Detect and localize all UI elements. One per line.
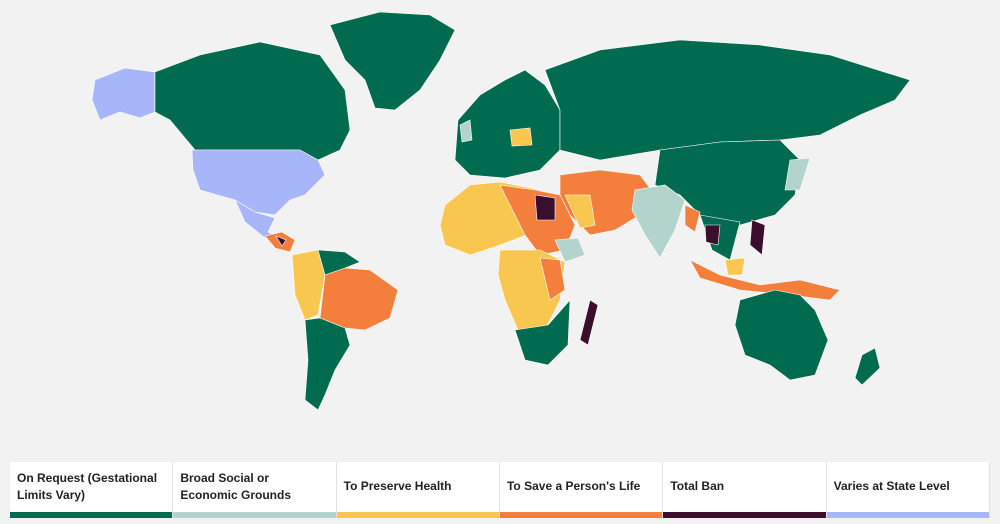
legend-label: Total Ban — [670, 479, 725, 493]
region — [317, 249, 361, 276]
region — [684, 204, 701, 233]
world-map — [91, 11, 911, 411]
region — [329, 11, 456, 111]
legend-label: To Save a Person's Life — [506, 479, 641, 493]
region — [564, 194, 596, 229]
legend-swatch — [663, 512, 826, 518]
legend-label: Broad Social or Economic Grounds — [180, 471, 292, 502]
legend-item: Varies at State Level — [826, 462, 990, 518]
region — [579, 299, 599, 346]
legend-item: To Preserve Health — [336, 462, 500, 518]
region — [554, 237, 586, 263]
region — [689, 259, 841, 301]
region — [509, 127, 533, 147]
region — [724, 257, 746, 276]
legend-swatch — [10, 512, 173, 518]
legend-label: On Request (Gestational Limits Vary) — [17, 471, 158, 502]
region — [91, 67, 156, 121]
legend-swatch — [499, 512, 663, 518]
legend-item: On Request (Gestational Limits Vary) — [10, 462, 174, 518]
region — [514, 299, 571, 366]
region — [291, 249, 326, 321]
region — [704, 224, 721, 246]
legend-swatch — [173, 512, 336, 518]
region — [544, 39, 911, 161]
region — [734, 289, 829, 381]
region — [784, 157, 811, 191]
region — [539, 257, 566, 301]
region — [319, 267, 399, 331]
legend: On Request (Gestational Limits Vary) Broa… — [10, 462, 990, 518]
region — [454, 69, 561, 179]
legend-label: To Preserve Health — [343, 479, 452, 493]
region — [304, 317, 351, 411]
region — [191, 149, 326, 216]
region — [459, 119, 473, 143]
region — [154, 41, 351, 161]
region — [275, 235, 287, 247]
legend-swatch — [336, 512, 499, 518]
region — [749, 219, 766, 256]
region — [534, 194, 556, 221]
legend-swatch — [826, 512, 989, 518]
legend-item: To Save a Person's Life — [499, 462, 664, 518]
region — [631, 184, 686, 259]
legend-label: Varies at State Level — [833, 479, 950, 493]
region — [854, 347, 881, 386]
legend-item: Total Ban — [663, 462, 827, 518]
legend-item: Broad Social or Economic Grounds — [173, 462, 337, 518]
